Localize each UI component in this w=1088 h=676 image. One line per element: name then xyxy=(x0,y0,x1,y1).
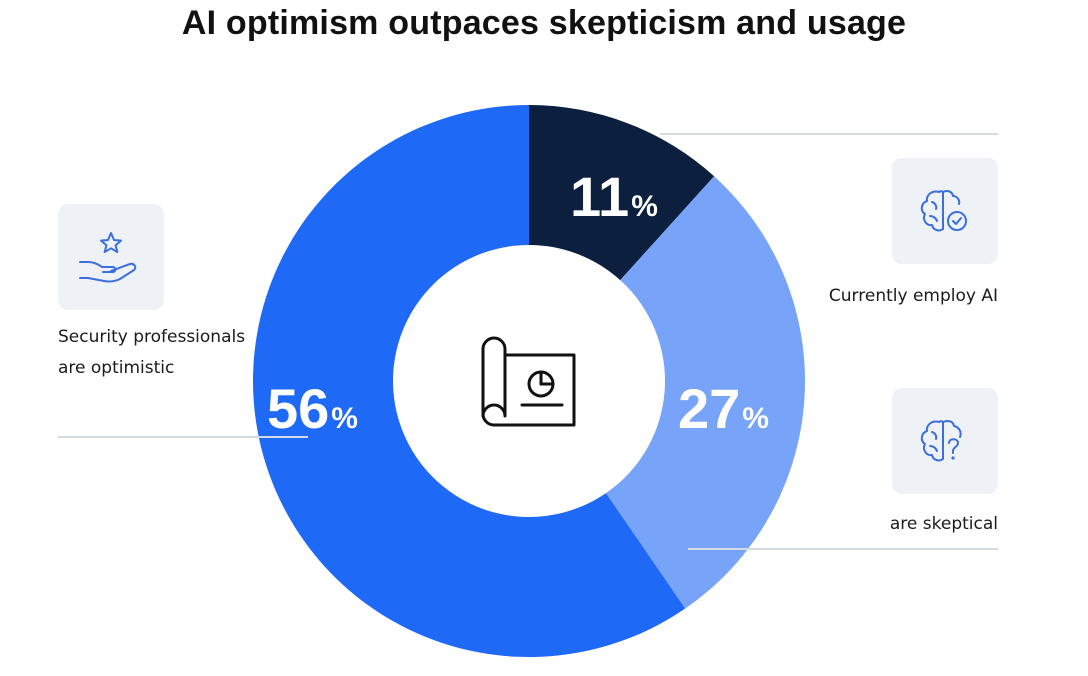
chart-title: AI optimism outpaces skepticism and usag… xyxy=(181,4,907,42)
skeptical-icon-box xyxy=(892,388,998,494)
blueprint-chart-icon xyxy=(481,336,576,427)
optimistic-caption: Security professionals are optimistic xyxy=(58,327,246,378)
employ-divider xyxy=(660,133,998,135)
optimistic-divider xyxy=(58,436,308,438)
employ-caption: Currently employ AI xyxy=(828,286,998,306)
donut-slice-skeptical xyxy=(605,176,805,609)
brain-question-icon xyxy=(920,420,962,462)
brain-check-icon xyxy=(920,190,967,232)
employ-icon-box xyxy=(892,158,998,264)
slice-label-optimistic: 56% xyxy=(267,377,358,440)
skeptical-divider xyxy=(688,548,998,550)
donut-slice-employ xyxy=(529,105,715,281)
slice-label-employ: 11% xyxy=(570,165,658,228)
optimistic-icon-box xyxy=(58,204,164,310)
slice-label-skeptical: 27% xyxy=(678,377,769,440)
donut-slice-optimistic xyxy=(253,105,686,657)
hand-star-icon xyxy=(79,232,137,283)
skeptical-caption: are skeptical xyxy=(889,514,998,534)
